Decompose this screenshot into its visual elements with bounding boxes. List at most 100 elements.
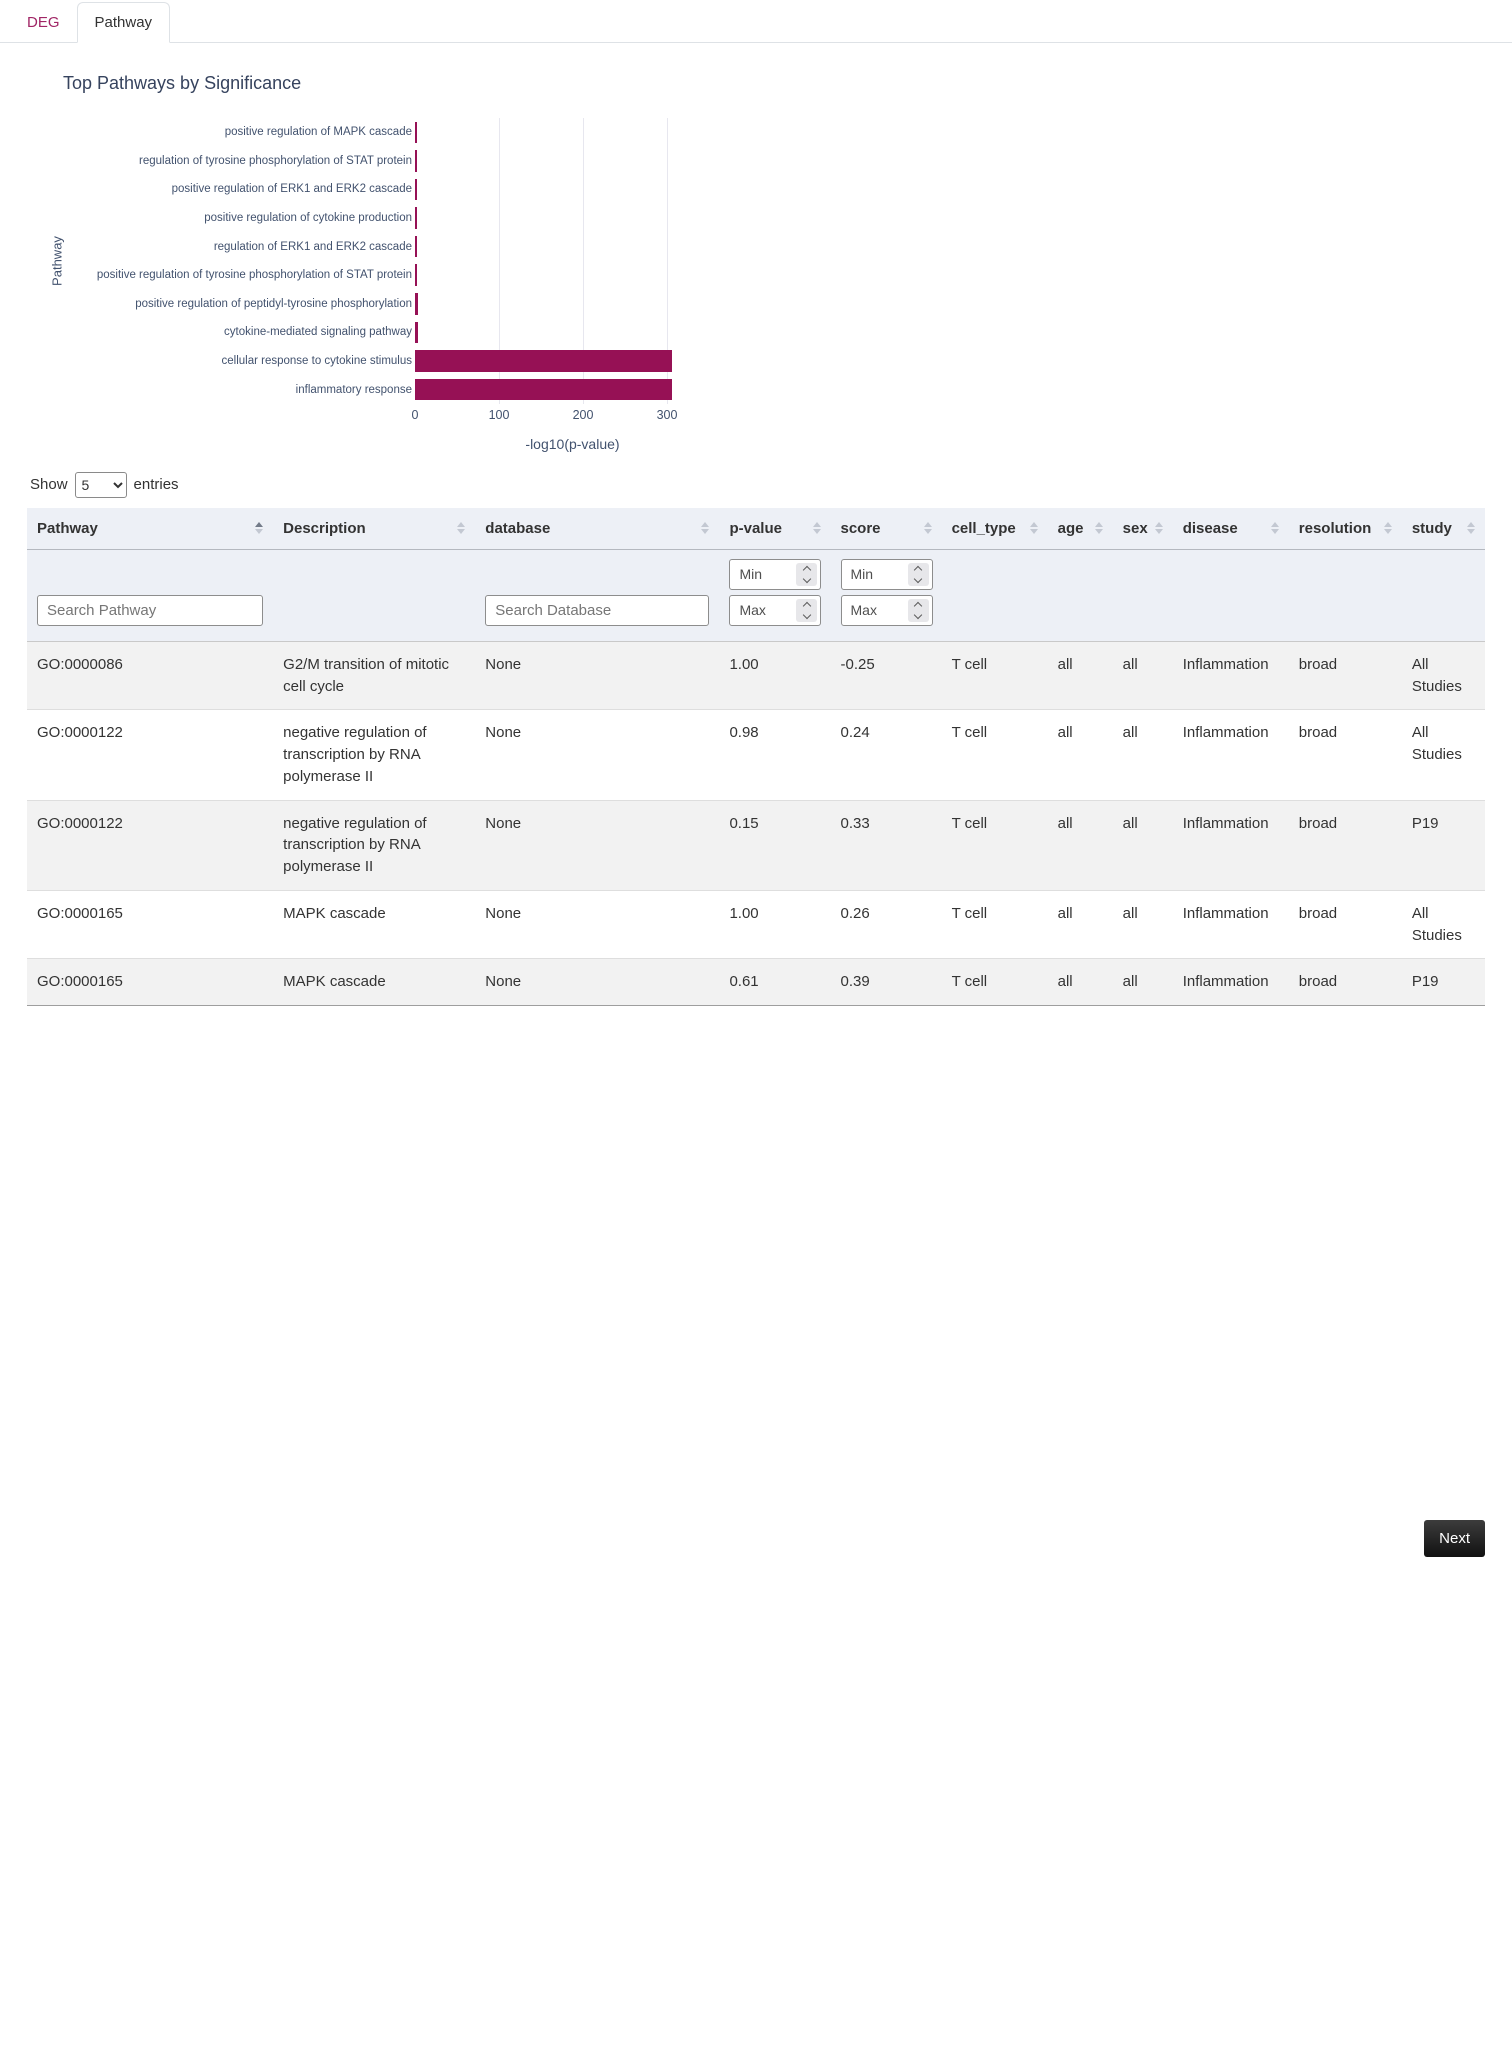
column-header-resolution[interactable]: resolution: [1288, 507, 1402, 550]
column-label: age: [1057, 519, 1084, 537]
tab-pathway[interactable]: Pathway: [76, 2, 171, 43]
tab-deg[interactable]: DEG: [27, 14, 60, 31]
cell-description: MAPK cascade: [283, 904, 386, 922]
cell-sex: all: [1122, 904, 1138, 922]
bar-area: [415, 232, 730, 261]
column-header-pathway[interactable]: Pathway: [27, 507, 274, 550]
bar[interactable]: [415, 293, 418, 315]
spinner-down-icon[interactable]: [802, 610, 812, 620]
cell-disease: Inflammation: [1182, 904, 1269, 922]
bar-label: positive regulation of MAPK cascade: [224, 126, 412, 139]
sort-desc-icon: [701, 529, 710, 535]
cell-age: all: [1057, 655, 1073, 673]
pathway-table-wrap: Pathway Description database p-value score ce…: [27, 507, 1485, 1006]
column-header-study[interactable]: study: [1401, 507, 1485, 550]
filter-cell-description: [273, 549, 476, 642]
search-database-input[interactable]: [485, 594, 710, 626]
spinner-up-icon[interactable]: [913, 565, 923, 575]
filter-cell-sex: [1112, 549, 1173, 642]
cell-disease: Inflammation: [1182, 655, 1269, 673]
bar-label: positive regulation of tyrosine phosphor…: [96, 269, 412, 282]
column-label: study: [1411, 519, 1452, 537]
cell-study: P19: [1411, 814, 1439, 832]
cell-p_value: 1.00: [729, 904, 759, 922]
table-body: GO:0000086 G2/M transition of mitotic cel…: [27, 641, 1485, 1006]
spinner-control[interactable]: [907, 598, 929, 622]
filter-cell-cell_type: [941, 549, 1048, 642]
column-label: resolution: [1298, 519, 1372, 537]
x-tick: 200: [572, 407, 594, 422]
bar-label: positive regulation of cytokine producti…: [204, 212, 412, 225]
show-label: Show: [30, 476, 68, 494]
bar[interactable]: [415, 235, 417, 258]
bar-area: [415, 375, 730, 404]
column-header-age[interactable]: age: [1047, 507, 1113, 550]
cell-sex: all: [1122, 814, 1138, 832]
page-button[interactable]: 84: [0, 1020, 1410, 2057]
header-cell: age: [1058, 520, 1103, 537]
cell-age: all: [1057, 724, 1073, 742]
chart-bar-row: positive regulation of peptidyl-tyrosine…: [30, 290, 760, 319]
bar-area: [415, 347, 730, 376]
cell-study: All Studies: [1411, 724, 1462, 764]
cell-study: All Studies: [1411, 655, 1462, 695]
header-cell: study: [1412, 520, 1475, 537]
cell-score: 0.33: [840, 814, 870, 832]
cell-p_value: 0.61: [729, 973, 759, 991]
cell-pathway: GO:0000165: [37, 904, 123, 922]
bar-label: positive regulation of peptidyl-tyrosine…: [135, 297, 412, 310]
tab-bar: DEG Pathway: [0, 0, 1512, 43]
sort-icon: [1089, 522, 1103, 535]
spinner-up-icon[interactable]: [802, 601, 812, 611]
cell-pathway: GO:0000122: [37, 724, 123, 742]
bar[interactable]: [415, 350, 673, 372]
cell-description: G2/M transition of mitotic cell cycle: [283, 655, 450, 695]
cell-cell_type: T cell: [951, 904, 988, 922]
cell-study: P19: [1411, 973, 1439, 991]
filter-cell-pathway: [27, 549, 274, 642]
sort-icon: [807, 522, 821, 535]
column-header-score[interactable]: score: [830, 507, 942, 550]
spinner-up-icon[interactable]: [913, 601, 923, 611]
sort-desc-icon: [923, 529, 932, 535]
spinner-up-icon[interactable]: [802, 565, 812, 575]
sort-desc-icon: [457, 529, 466, 535]
bar-label: regulation of tyrosine phosphorylation o…: [139, 154, 412, 167]
column-header-p_value[interactable]: p-value: [719, 507, 831, 550]
spinner-control[interactable]: [796, 598, 818, 622]
spinner-down-icon[interactable]: [802, 574, 812, 584]
column-header-sex[interactable]: sex: [1112, 507, 1173, 550]
bar[interactable]: [415, 321, 418, 344]
column-header-description[interactable]: Description: [273, 507, 476, 550]
spinner-down-icon[interactable]: [913, 610, 923, 620]
column-label: sex: [1122, 519, 1148, 537]
bar[interactable]: [415, 150, 417, 172]
bar-label: cellular response to cytokine stimulus: [221, 355, 412, 368]
search-pathway-input[interactable]: [37, 594, 263, 626]
entries-length-select[interactable]: 5: [74, 471, 127, 498]
column-label: Pathway: [37, 519, 98, 537]
sort-desc-icon: [255, 529, 264, 535]
gridline: [499, 118, 500, 404]
sort-desc-icon: [1270, 529, 1279, 535]
x-axis-label: -log10(p-value): [525, 435, 620, 452]
bar[interactable]: [415, 207, 417, 229]
bar[interactable]: [415, 121, 417, 143]
sort-desc-icon: [1383, 529, 1392, 535]
bar-area: [415, 318, 730, 347]
pagination-next-button[interactable]: Next: [1424, 1519, 1485, 1557]
bar[interactable]: [415, 264, 417, 286]
cell-pathway: GO:0000122: [37, 814, 123, 832]
chart-bar-row: regulation of ERK1 and ERK2 cascade: [30, 232, 760, 261]
column-header-cell_type[interactable]: cell_type: [941, 507, 1048, 550]
bar[interactable]: [415, 378, 673, 401]
bar[interactable]: [415, 178, 417, 201]
spinner-control[interactable]: [796, 562, 818, 586]
cell-resolution: broad: [1298, 655, 1338, 673]
spinner-down-icon[interactable]: [913, 574, 923, 584]
column-header-database[interactable]: database: [475, 507, 720, 550]
x-tick: 300: [656, 407, 678, 422]
spinner-control[interactable]: [907, 562, 929, 586]
column-header-disease[interactable]: disease: [1172, 507, 1289, 550]
cell-cell_type: T cell: [951, 655, 988, 673]
